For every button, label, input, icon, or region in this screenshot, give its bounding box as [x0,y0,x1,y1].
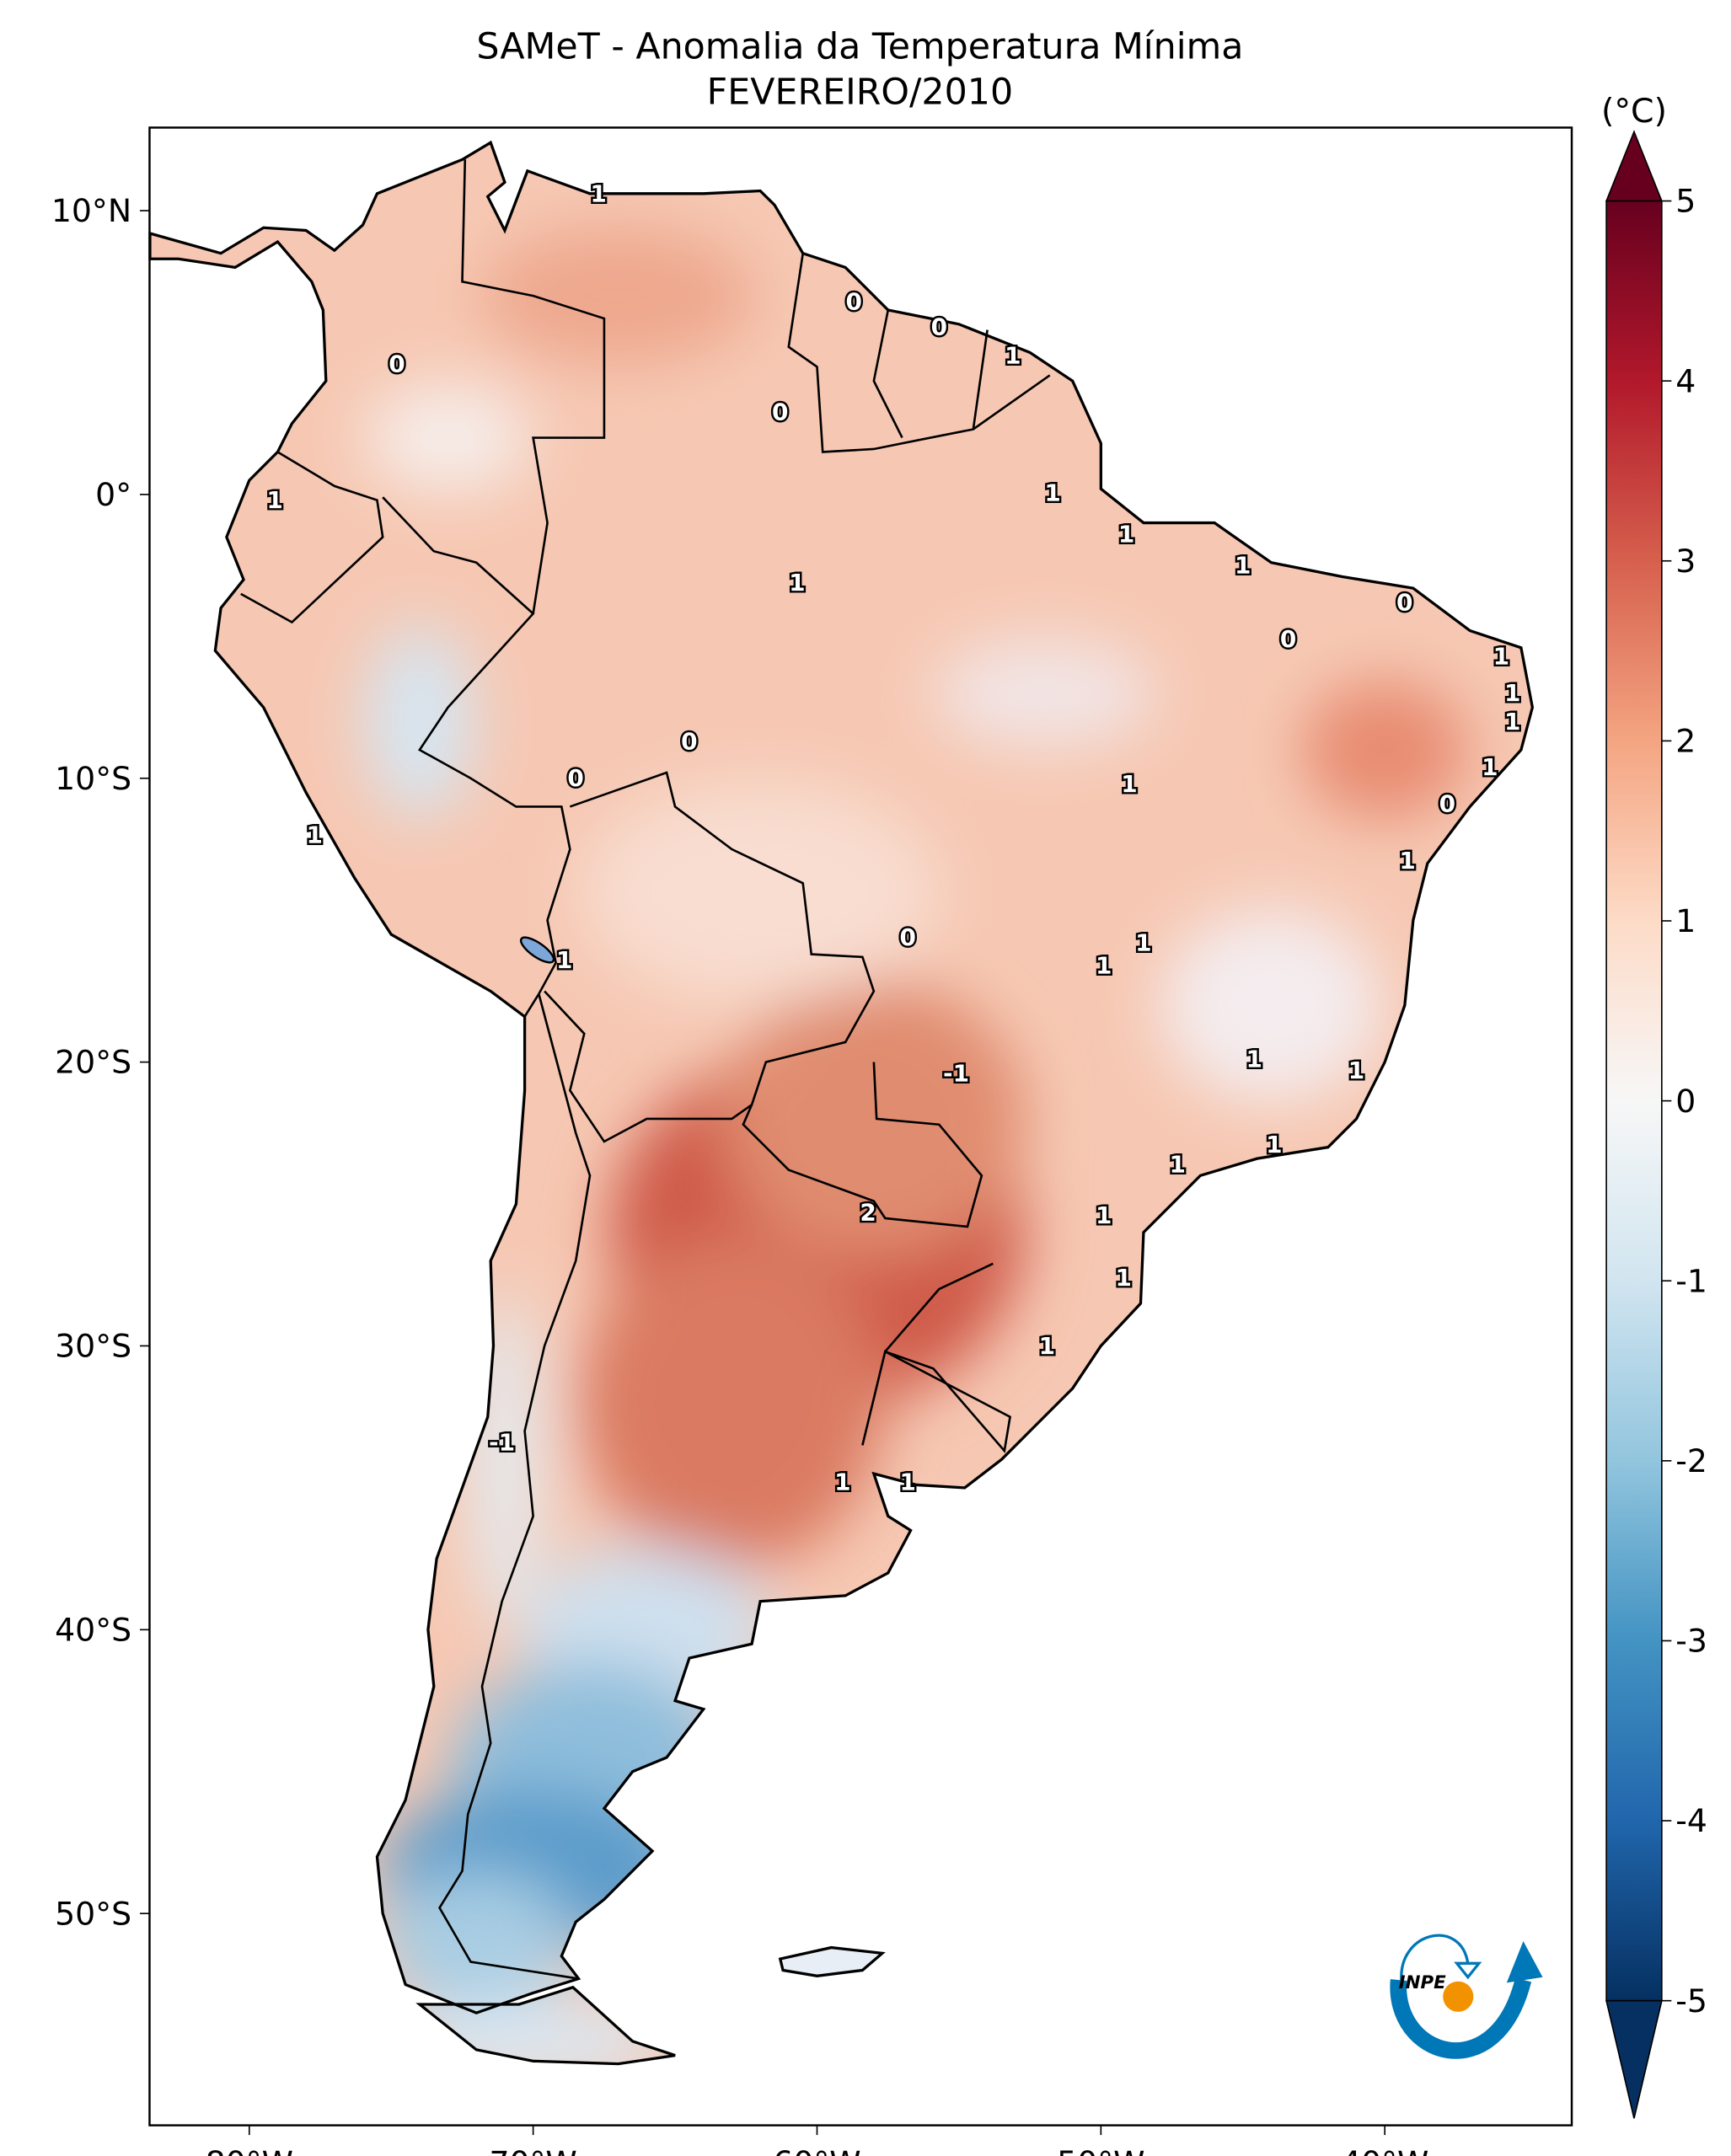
contour-label: 1 [1118,521,1134,548]
contour-label: 0 [681,727,697,755]
contour-label: 0 [389,350,405,377]
colorbar-tick-label: 3 [1675,543,1696,580]
contour-label: 1 [1348,1057,1364,1084]
contour-label: -1 [943,1060,969,1088]
country-borders [240,159,1051,1980]
x-tick-label: 80°W [206,2144,293,2156]
contour-label: 0 [567,764,583,792]
y-tick-label: 10°N [51,192,131,229]
contour-label: 1 [1399,847,1415,875]
contour-label: 1 [1266,1131,1282,1158]
contour-label: 1 [1493,642,1509,670]
inpe-logo-text: INPE [1399,1972,1446,1993]
y-tick-label: 40°S [55,1611,131,1648]
contour-label: 0 [1396,588,1412,616]
y-axis-ticks: 10°N 0° 10°S 20°S 30°S 40°S 50°S [51,192,150,1932]
contour-label: 1 [1235,552,1251,580]
contour-label: 1 [1121,770,1137,798]
contour-label: 1 [1116,1264,1132,1292]
colorbar-max-extend [1605,130,1664,202]
contour-label: -1 [489,1428,515,1456]
colorbar-min-extend [1605,1999,1663,2119]
tierra-del-fuego-coastline [415,1985,676,2066]
colorbar-tick-label: 0 [1675,1083,1696,1120]
contour-label: 0 [931,313,947,341]
contour-label: 0 [772,399,788,426]
contour-label: 0 [846,287,862,315]
contour-label: 0 [1439,790,1455,818]
contour-label: 1 [1482,753,1498,781]
contour-label: 1 [1246,1046,1262,1073]
contour-label: 1 [1504,708,1520,736]
contour-label: 2 [860,1199,876,1227]
inpe-logo: INPE [1390,1934,1543,2059]
contour-label: 1 [1135,929,1151,957]
y-tick-label: 20°S [55,1044,131,1081]
map-frame [148,126,1573,2127]
contour-label: 1 [834,1469,850,1496]
contour-label: 1 [1005,341,1021,369]
y-tick-label: 10°S [55,760,131,797]
contour-label: 0 [1280,625,1296,653]
map-title: SAMeT - Anomalia da Temperatura Mínima [476,25,1243,67]
contour-label: 1 [1096,952,1112,980]
colorbar-tick-label: 1 [1675,902,1696,939]
contour-label: 1 [1044,479,1060,507]
x-tick-label: 40°W [1341,2144,1428,2156]
colorbar-gradient [1605,200,1663,2002]
x-tick-label: 50°W [1057,2144,1144,2156]
contour-label: 1 [266,486,282,514]
colorbar-tick-label: -2 [1675,1442,1707,1479]
contour-label: 1 [1039,1332,1055,1360]
colorbar-tick-label: -3 [1675,1623,1707,1660]
lake-titicaca [519,936,555,964]
x-tick-label: 60°W [773,2144,860,2156]
x-axis-ticks: 80°W 70°W 60°W 50°W 40°W [206,2125,1428,2156]
colorbar-tick-label: -1 [1675,1262,1707,1299]
colorbar-tick-label: 2 [1675,723,1696,760]
contour-label: 1 [789,569,805,597]
contour-label: 1 [590,179,606,207]
colorbar-tick-label: 4 [1675,362,1696,399]
colorbar-tick-label: -4 [1675,1802,1707,1839]
coastline [148,140,1535,2014]
colorbar-unit-label: (°C) [1601,92,1667,131]
contour-label: 1 [1170,1150,1186,1178]
colorbar-tick-label: 5 [1675,183,1696,220]
falkland-islands [778,1945,886,1977]
contour-label: 1 [900,1469,916,1496]
y-tick-label: 50°S [55,1895,131,1932]
contour-label: 1 [307,821,323,849]
contour-label: 1 [1096,1201,1112,1229]
map-subtitle: FEVEREIRO/2010 [707,72,1013,114]
contour-label: 0 [900,923,916,951]
y-tick-label: 0° [95,476,131,513]
colorbar-tick-label: -5 [1675,1982,1707,2020]
y-tick-label: 30°S [55,1328,131,1365]
contour-label: 1 [1504,679,1520,707]
contour-label: 1 [556,946,572,974]
x-tick-label: 70°W [489,2144,576,2156]
colorbar: (°C) 5 4 3 2 1 0 -1 -2 -3 -4 -5 [1601,92,1707,2119]
